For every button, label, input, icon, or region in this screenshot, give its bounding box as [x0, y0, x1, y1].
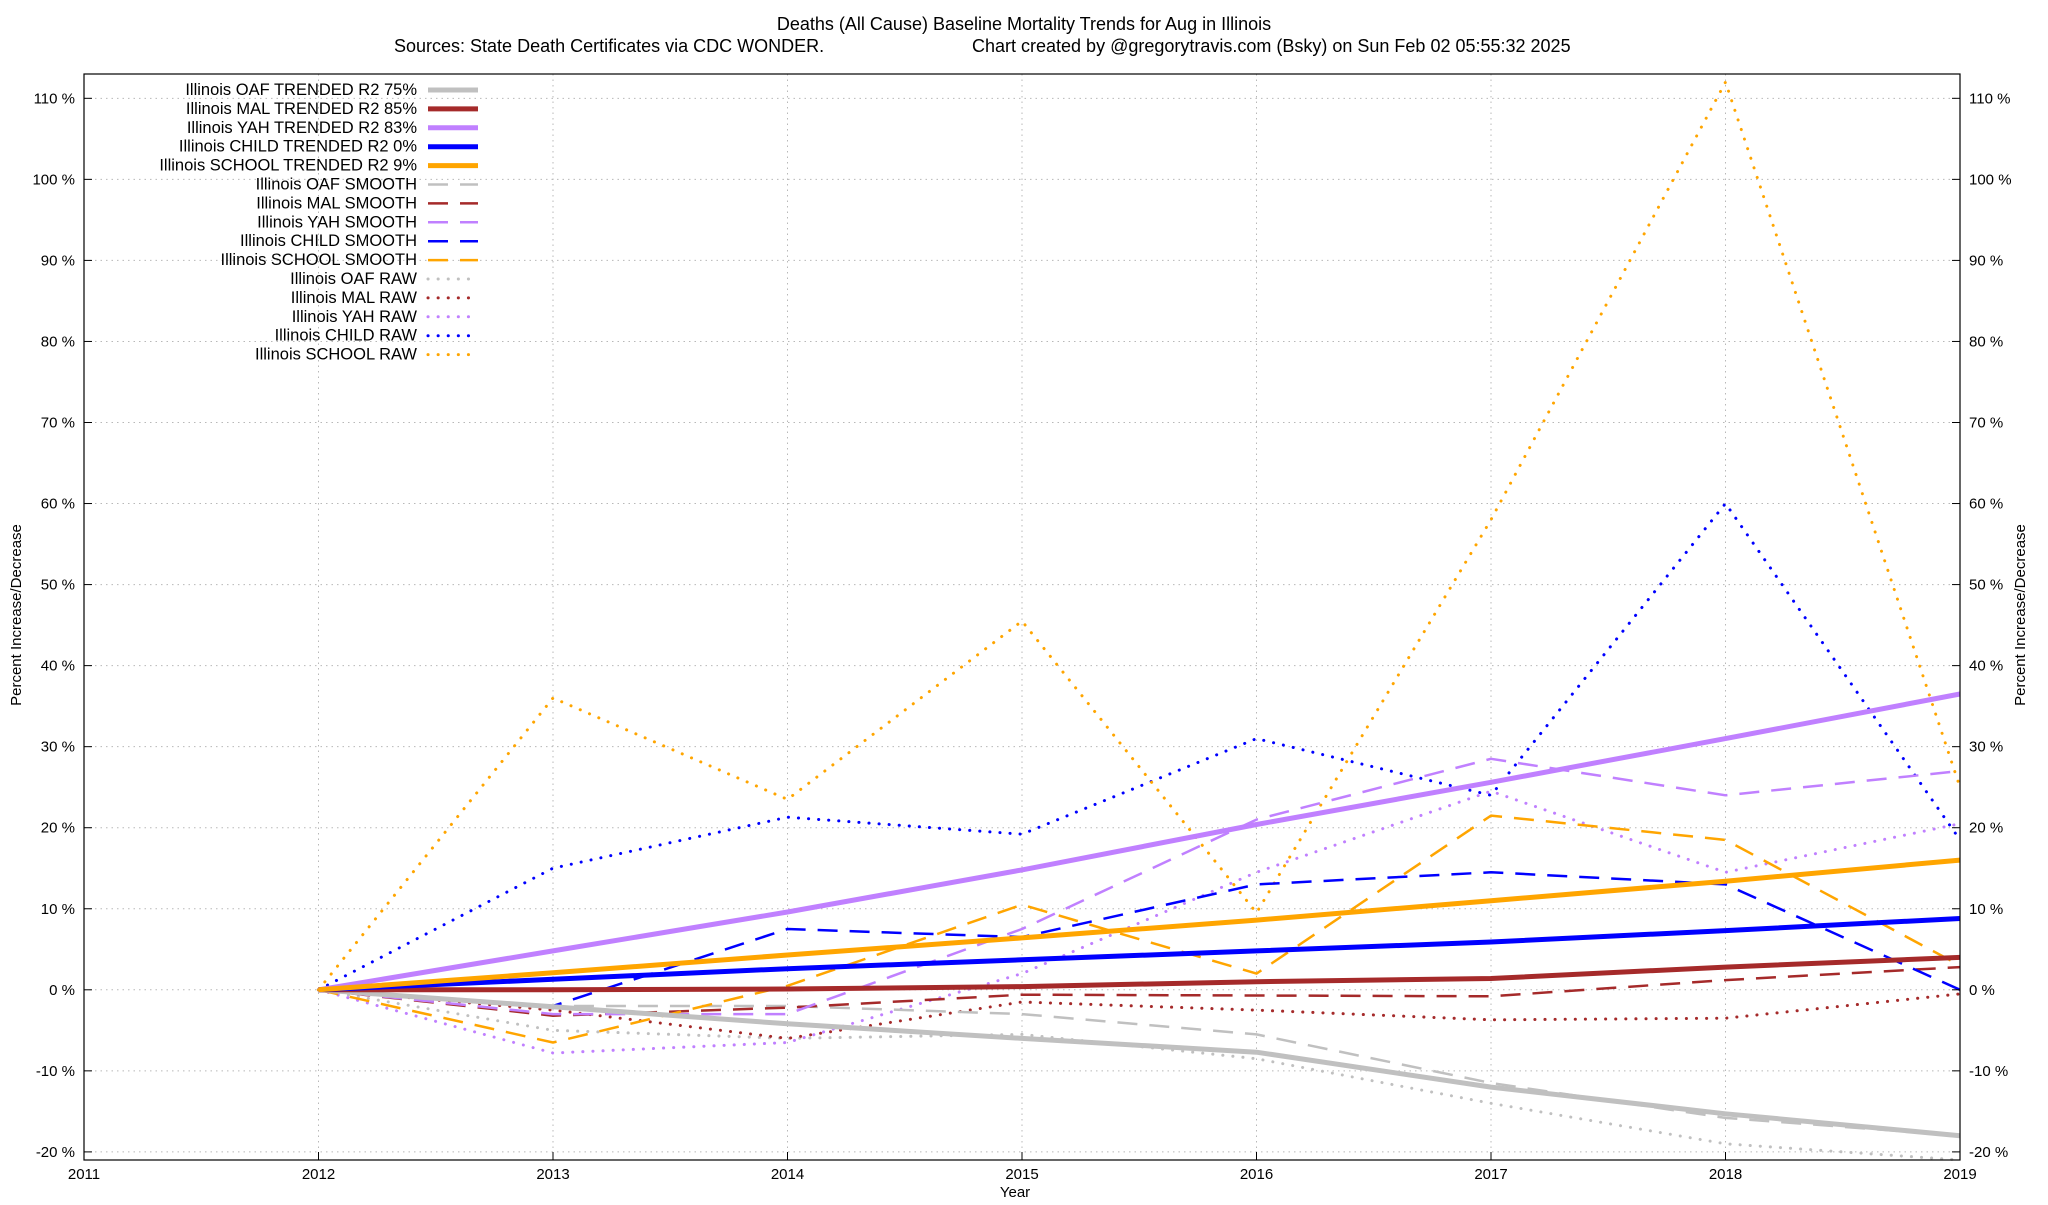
y-tick-label-right: 20 %	[1969, 820, 2003, 837]
series-line-yah-trended	[318, 691, 1961, 993]
y-tick-label-right: -20 %	[1969, 1144, 2008, 1161]
legend-label: Illinois CHILD TRENDED R2 0%	[179, 138, 417, 156]
y-tick-label-right: 110 %	[1969, 90, 2010, 107]
grid-lines	[83, 74, 1961, 1160]
y-tick-label-right: 30 %	[1969, 739, 2003, 756]
y-tick-label-left: -20 %	[36, 1144, 75, 1161]
legend-label: Illinois OAF RAW	[290, 270, 417, 288]
y-tick-label-right: 100 %	[1969, 171, 2012, 188]
legend-label: Illinois MAL RAW	[291, 289, 418, 307]
series-line-school-smooth	[318, 814, 1961, 1044]
y-tick-label-right: 90 %	[1969, 252, 2003, 269]
legend-label: Illinois OAF TRENDED R2 75%	[185, 81, 417, 99]
legend-label: Illinois MAL SMOOTH	[256, 194, 417, 212]
legend-label: Illinois CHILD SMOOTH	[240, 232, 417, 250]
x-tick-label: 2014	[771, 1166, 804, 1183]
series-line-oaf-smooth	[318, 988, 1961, 1137]
y-tick-label-left: 80 %	[41, 333, 75, 350]
y-tick-label-right: 10 %	[1969, 901, 2003, 918]
x-tick-label: 2019	[1943, 1166, 1976, 1183]
axis-ticks: -20 % -20 % -10 % -10 % 0 % 0 % 10 % 10 % 20 % 20…	[32, 90, 2011, 1183]
x-tick-label: 2012	[302, 1166, 335, 1183]
y-tick-label-left: 20 %	[41, 820, 75, 837]
series-line-school-trended	[318, 857, 1961, 993]
series-line-yah-raw	[317, 789, 1962, 1055]
legend-label: Illinois SCHOOL SMOOTH	[220, 251, 417, 269]
series-line-school-raw	[317, 80, 1962, 992]
series-line-child-raw	[317, 502, 1962, 992]
y-tick-label-left: 50 %	[41, 577, 75, 594]
legend-label: Illinois YAH SMOOTH	[257, 213, 417, 231]
y-tick-label-right: 0 %	[1969, 982, 1995, 999]
y-tick-label-left: 100 %	[32, 171, 75, 188]
legend: Illinois OAF TRENDED R2 75%Illinois MAL …	[159, 81, 480, 364]
x-tick-label: 2017	[1474, 1166, 1507, 1183]
series-line-mal-trended	[318, 954, 1961, 993]
y-tick-label-right: 80 %	[1969, 333, 2003, 350]
y-tick-label-left: 10 %	[41, 901, 75, 918]
y-axis-label-right: Percent Increase/Decrease	[2012, 524, 2029, 706]
series-lines	[317, 80, 1962, 1162]
series-line-oaf-trended	[318, 987, 1961, 1139]
y-tick-label-left: 110 %	[34, 90, 75, 107]
x-tick-label: 2018	[1709, 1166, 1742, 1183]
x-tick-label: 2013	[536, 1166, 569, 1183]
y-tick-label-left: 40 %	[41, 658, 75, 675]
series-line-mal-raw	[317, 988, 1962, 1040]
legend-label: Illinois YAH TRENDED R2 83%	[187, 119, 417, 137]
chart-subtitle-credit: Chart created by @gregorytravis.com (Bsk…	[972, 36, 1571, 56]
legend-label: Illinois MAL TRENDED R2 85%	[186, 100, 417, 118]
x-tick-label: 2016	[1240, 1166, 1273, 1183]
series-line-yah-smooth	[318, 757, 1961, 1016]
legend-label: Illinois SCHOOL TRENDED R2 9%	[159, 157, 417, 175]
y-tick-label-left: 0 %	[49, 982, 75, 999]
y-tick-label-right: 60 %	[1969, 496, 2003, 513]
y-tick-label-left: 90 %	[41, 252, 75, 269]
y-tick-label-left: 60 %	[41, 496, 75, 513]
legend-label: Illinois CHILD RAW	[275, 327, 418, 345]
legend-label: Illinois SCHOOL RAW	[255, 346, 417, 364]
chart-subtitle-sources: Sources: State Death Certificates via CD…	[394, 36, 824, 56]
y-tick-label-right: 40 %	[1969, 658, 2003, 675]
y-tick-label-left: -10 %	[36, 1063, 75, 1080]
y-tick-label-right: 70 %	[1969, 414, 2003, 431]
legend-label: Illinois YAH RAW	[292, 308, 418, 326]
x-axis-label: Year	[1000, 1184, 1030, 1200]
y-axis-label-left: Percent Increase/Decrease	[8, 524, 25, 706]
x-tick-label: 2015	[1005, 1166, 1038, 1183]
y-tick-label-right: -10 %	[1969, 1063, 2008, 1080]
series-line-child-trended	[318, 916, 1961, 993]
y-tick-label-left: 70 %	[41, 414, 75, 431]
legend-label: Illinois OAF SMOOTH	[256, 176, 417, 194]
series-line-oaf-raw	[317, 988, 1962, 1162]
x-tick-label: 2011	[68, 1166, 100, 1183]
y-tick-label-right: 50 %	[1969, 577, 2003, 594]
chart-title: Deaths (All Cause) Baseline Mortality Tr…	[777, 14, 1271, 34]
y-tick-label-left: 30 %	[41, 739, 75, 756]
